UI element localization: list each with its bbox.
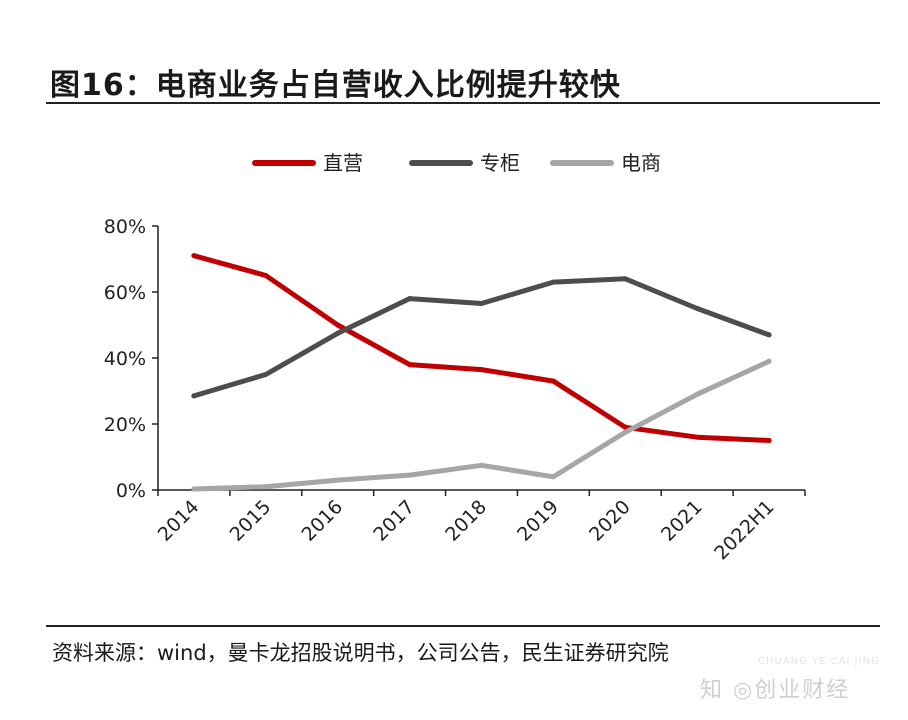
series-line-2 — [191, 358, 772, 492]
data-point — [694, 306, 700, 311]
y-tick-label: 0% — [116, 480, 146, 502]
data-point — [263, 372, 269, 377]
data-point — [407, 296, 413, 302]
data-point — [766, 358, 772, 364]
watermark: 知 ◎创业财经 — [700, 678, 851, 703]
data-point — [335, 330, 341, 336]
data-point — [479, 301, 484, 306]
x-tick-label: 2021 — [657, 496, 707, 546]
data-point — [550, 279, 556, 285]
data-point — [479, 367, 484, 373]
x-tick-label: 2022H1 — [710, 496, 778, 564]
legend-label: 专柜 — [480, 151, 520, 175]
x-tick-label: 2019 — [513, 496, 563, 546]
series-line-1 — [191, 276, 772, 399]
x-tick-label: 2018 — [441, 496, 491, 546]
data-point — [550, 378, 556, 384]
data-point — [263, 484, 269, 490]
data-point — [622, 276, 628, 282]
y-tick-label: 20% — [104, 414, 146, 436]
data-point — [335, 477, 341, 483]
data-point — [335, 322, 341, 328]
data-point — [694, 434, 700, 440]
data-point — [694, 391, 700, 397]
data-point — [191, 253, 197, 259]
series-lines — [191, 253, 772, 492]
data-point — [622, 429, 628, 435]
data-point — [766, 332, 772, 338]
y-tick-label: 60% — [104, 282, 146, 304]
data-point — [550, 474, 556, 480]
watermark-en: CHUANG YE CAI JING — [758, 656, 880, 667]
y-tick-label: 80% — [104, 216, 146, 238]
x-tick-label: 2016 — [298, 496, 348, 546]
data-point — [407, 472, 413, 478]
title-rule — [46, 102, 880, 104]
chart-title: 图16：电商业务占自营收入比例提升较快 — [50, 68, 621, 103]
data-point — [191, 486, 197, 492]
x-tick-label: 2017 — [369, 496, 419, 546]
data-point — [479, 462, 484, 468]
source-rule — [46, 625, 880, 627]
series-line-0 — [191, 253, 772, 443]
legend-label: 电商 — [621, 151, 661, 175]
data-point — [766, 438, 772, 443]
data-point — [407, 362, 413, 368]
x-tick-label: 2014 — [154, 496, 204, 546]
source-note: 资料来源：wind，曼卡龙招股说明书，公司公告，民生证券研究院 — [52, 641, 669, 665]
legend-label: 直营 — [323, 151, 363, 175]
legend: 直营 专柜 电商 — [252, 151, 661, 175]
data-point — [263, 273, 269, 278]
x-tick-label: 2020 — [585, 496, 635, 546]
x-tick-label: 2015 — [226, 496, 276, 546]
data-point — [191, 393, 197, 399]
y-tick-label: 40% — [104, 348, 146, 370]
data-point — [622, 424, 628, 430]
